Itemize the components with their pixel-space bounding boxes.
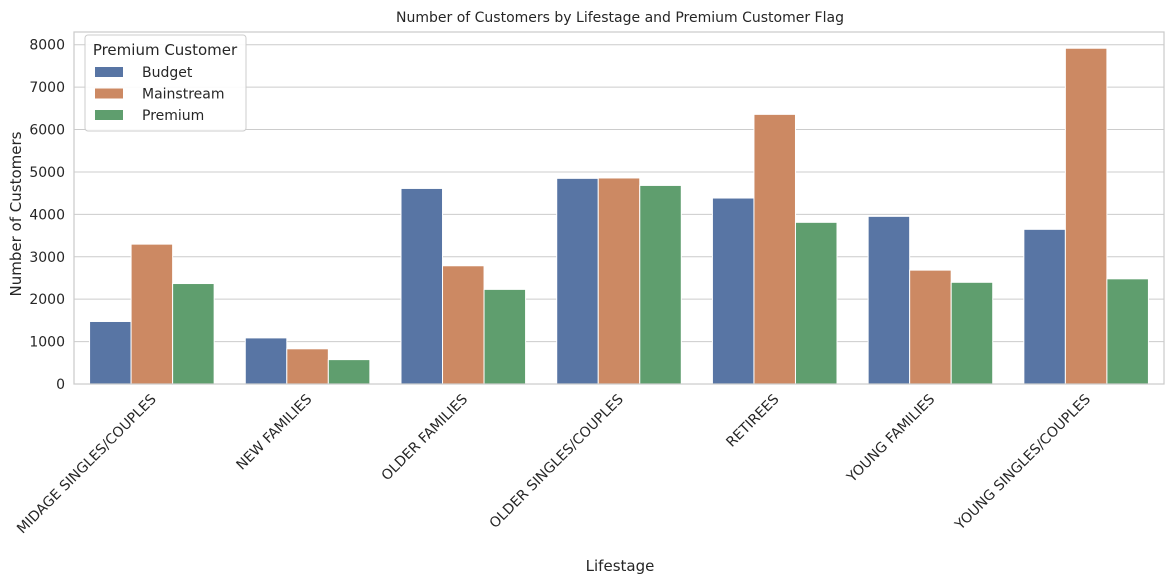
bar-budget [711,197,755,385]
bar-mainstream [597,177,641,385]
bar-premium [794,221,838,385]
bar-mainstream [130,243,174,385]
y-axis-label: Number of Customers [7,131,25,296]
x-axis-label: Lifestage [586,557,655,575]
legend-box [84,34,247,132]
x-tick-label: YOUNG SINGLES/COUPLES [952,391,1095,534]
bar-mainstream [909,269,952,385]
legend: Premium Customer Budget Mainstream Premium [84,34,247,132]
bar-premium [1106,278,1149,385]
bar-mainstream [286,348,329,385]
bar-premium [639,184,682,385]
legend-swatch [95,67,123,77]
plot-frame [73,31,1165,385]
legend-entry: Premium [142,108,204,124]
y-tick-label: 4000 [29,207,65,223]
legend-swatch [95,88,123,99]
bar-budget [244,337,288,385]
bar-mainstream [753,113,796,385]
bar-mainstream [1064,47,1108,385]
y-tick-label: 5000 [29,165,65,181]
bars [89,47,1149,385]
x-tick-label: OLDER SINGLES/COUPLES [487,391,627,531]
bar-premium [327,359,371,385]
legend-title: Premium Customer [93,41,238,59]
y-tick-label: 1000 [29,335,65,351]
bar-budget [89,320,132,385]
x-tick-label: MIDAGE SINGLES/COUPLES [14,391,160,537]
bar-budget [867,215,911,385]
y-tick-label: 0 [56,377,65,393]
y-tick-label: 2000 [29,292,65,308]
x-tick-label: NEW FAMILIES [233,391,315,473]
y-tick-label: 8000 [29,38,65,54]
chart-title: Number of Customers by Lifestage and Pre… [396,10,844,26]
x-tick-label: RETIREES [723,391,782,450]
bar-premium [950,281,994,385]
y-tick-label: 6000 [29,123,65,139]
legend-entry: Mainstream [142,87,224,103]
legend-swatch [95,110,123,120]
x-tick-label: OLDER FAMILIES [379,391,472,484]
y-tick-label: 7000 [29,80,65,96]
bar-budget [556,177,599,385]
legend-entries: Budget Mainstream Premium [95,65,224,124]
bar-premium [172,283,215,385]
y-tick-label: 3000 [29,250,65,266]
y-tick-labels: 0 1000 2000 3000 4000 5000 6000 7000 8000 [29,38,65,393]
bar-premium [483,288,527,385]
bar-budget [1023,228,1066,385]
bar-budget [400,187,444,385]
legend-entry: Budget [142,65,193,81]
bar-mainstream [442,265,485,385]
x-tick-labels: MIDAGE SINGLES/COUPLES NEW FAMILIES OLDER … [14,391,1094,537]
x-tick-label: YOUNG FAMILIES [843,391,938,486]
